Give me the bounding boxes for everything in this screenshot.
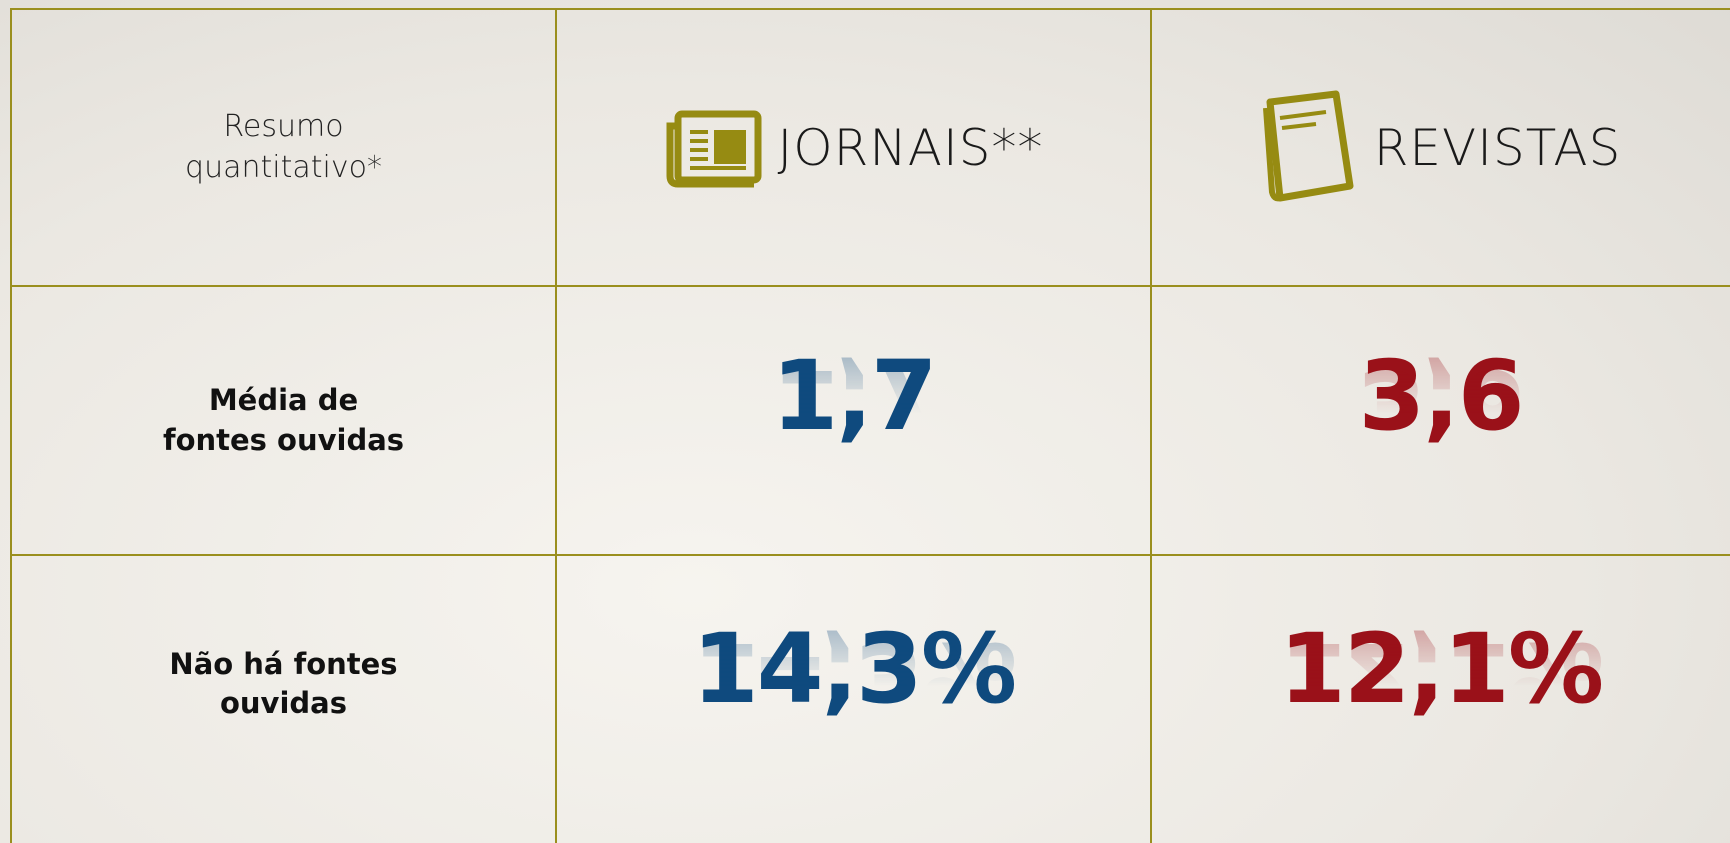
header-cell: REVISTAS — [1151, 9, 1730, 286]
value: 14,3% 14,3% — [692, 621, 1017, 733]
header-cell: JORNAIS** — [556, 9, 1151, 286]
value-text: 3,6 — [1358, 339, 1524, 452]
value: 12,1% 12,1% — [1279, 621, 1604, 733]
column-header: JORNAIS** — [777, 118, 1044, 177]
value-reflection: 1,7 — [771, 347, 936, 460]
row-label-cell: Não há fontes ouvidas — [11, 555, 556, 843]
newspaper-icon — [666, 110, 762, 187]
header-label: Resumo quantitativo* — [185, 109, 382, 185]
value: 1,7 1,7 — [771, 348, 937, 460]
row-label-cell: Média de fontes ouvidas — [11, 286, 556, 555]
value-text: 1,7 — [771, 339, 937, 452]
value-cell: 1,7 1,7 — [556, 286, 1151, 555]
column-header: REVISTAS — [1373, 118, 1622, 177]
value-reflection: 14,3% — [691, 621, 1016, 733]
row-label: Média de fontes ouvidas — [162, 383, 405, 457]
row-label: Não há fontes ouvidas — [169, 646, 398, 720]
magazine-icon — [1262, 90, 1354, 201]
value: 3,6 3,6 — [1358, 348, 1524, 460]
value-cell: 12,1% 12,1% — [1151, 555, 1730, 843]
value-cell: 3,6 3,6 — [1151, 286, 1730, 555]
header-cell: Resumo quantitativo* — [11, 9, 556, 286]
value-reflection: 3,6 — [1358, 347, 1523, 460]
value-reflection: 12,1% — [1278, 621, 1603, 733]
value-cell: 14,3% 14,3% — [556, 555, 1151, 843]
value-text: 14,3% — [691, 613, 1017, 725]
value-text: 12,1% — [1278, 613, 1604, 725]
